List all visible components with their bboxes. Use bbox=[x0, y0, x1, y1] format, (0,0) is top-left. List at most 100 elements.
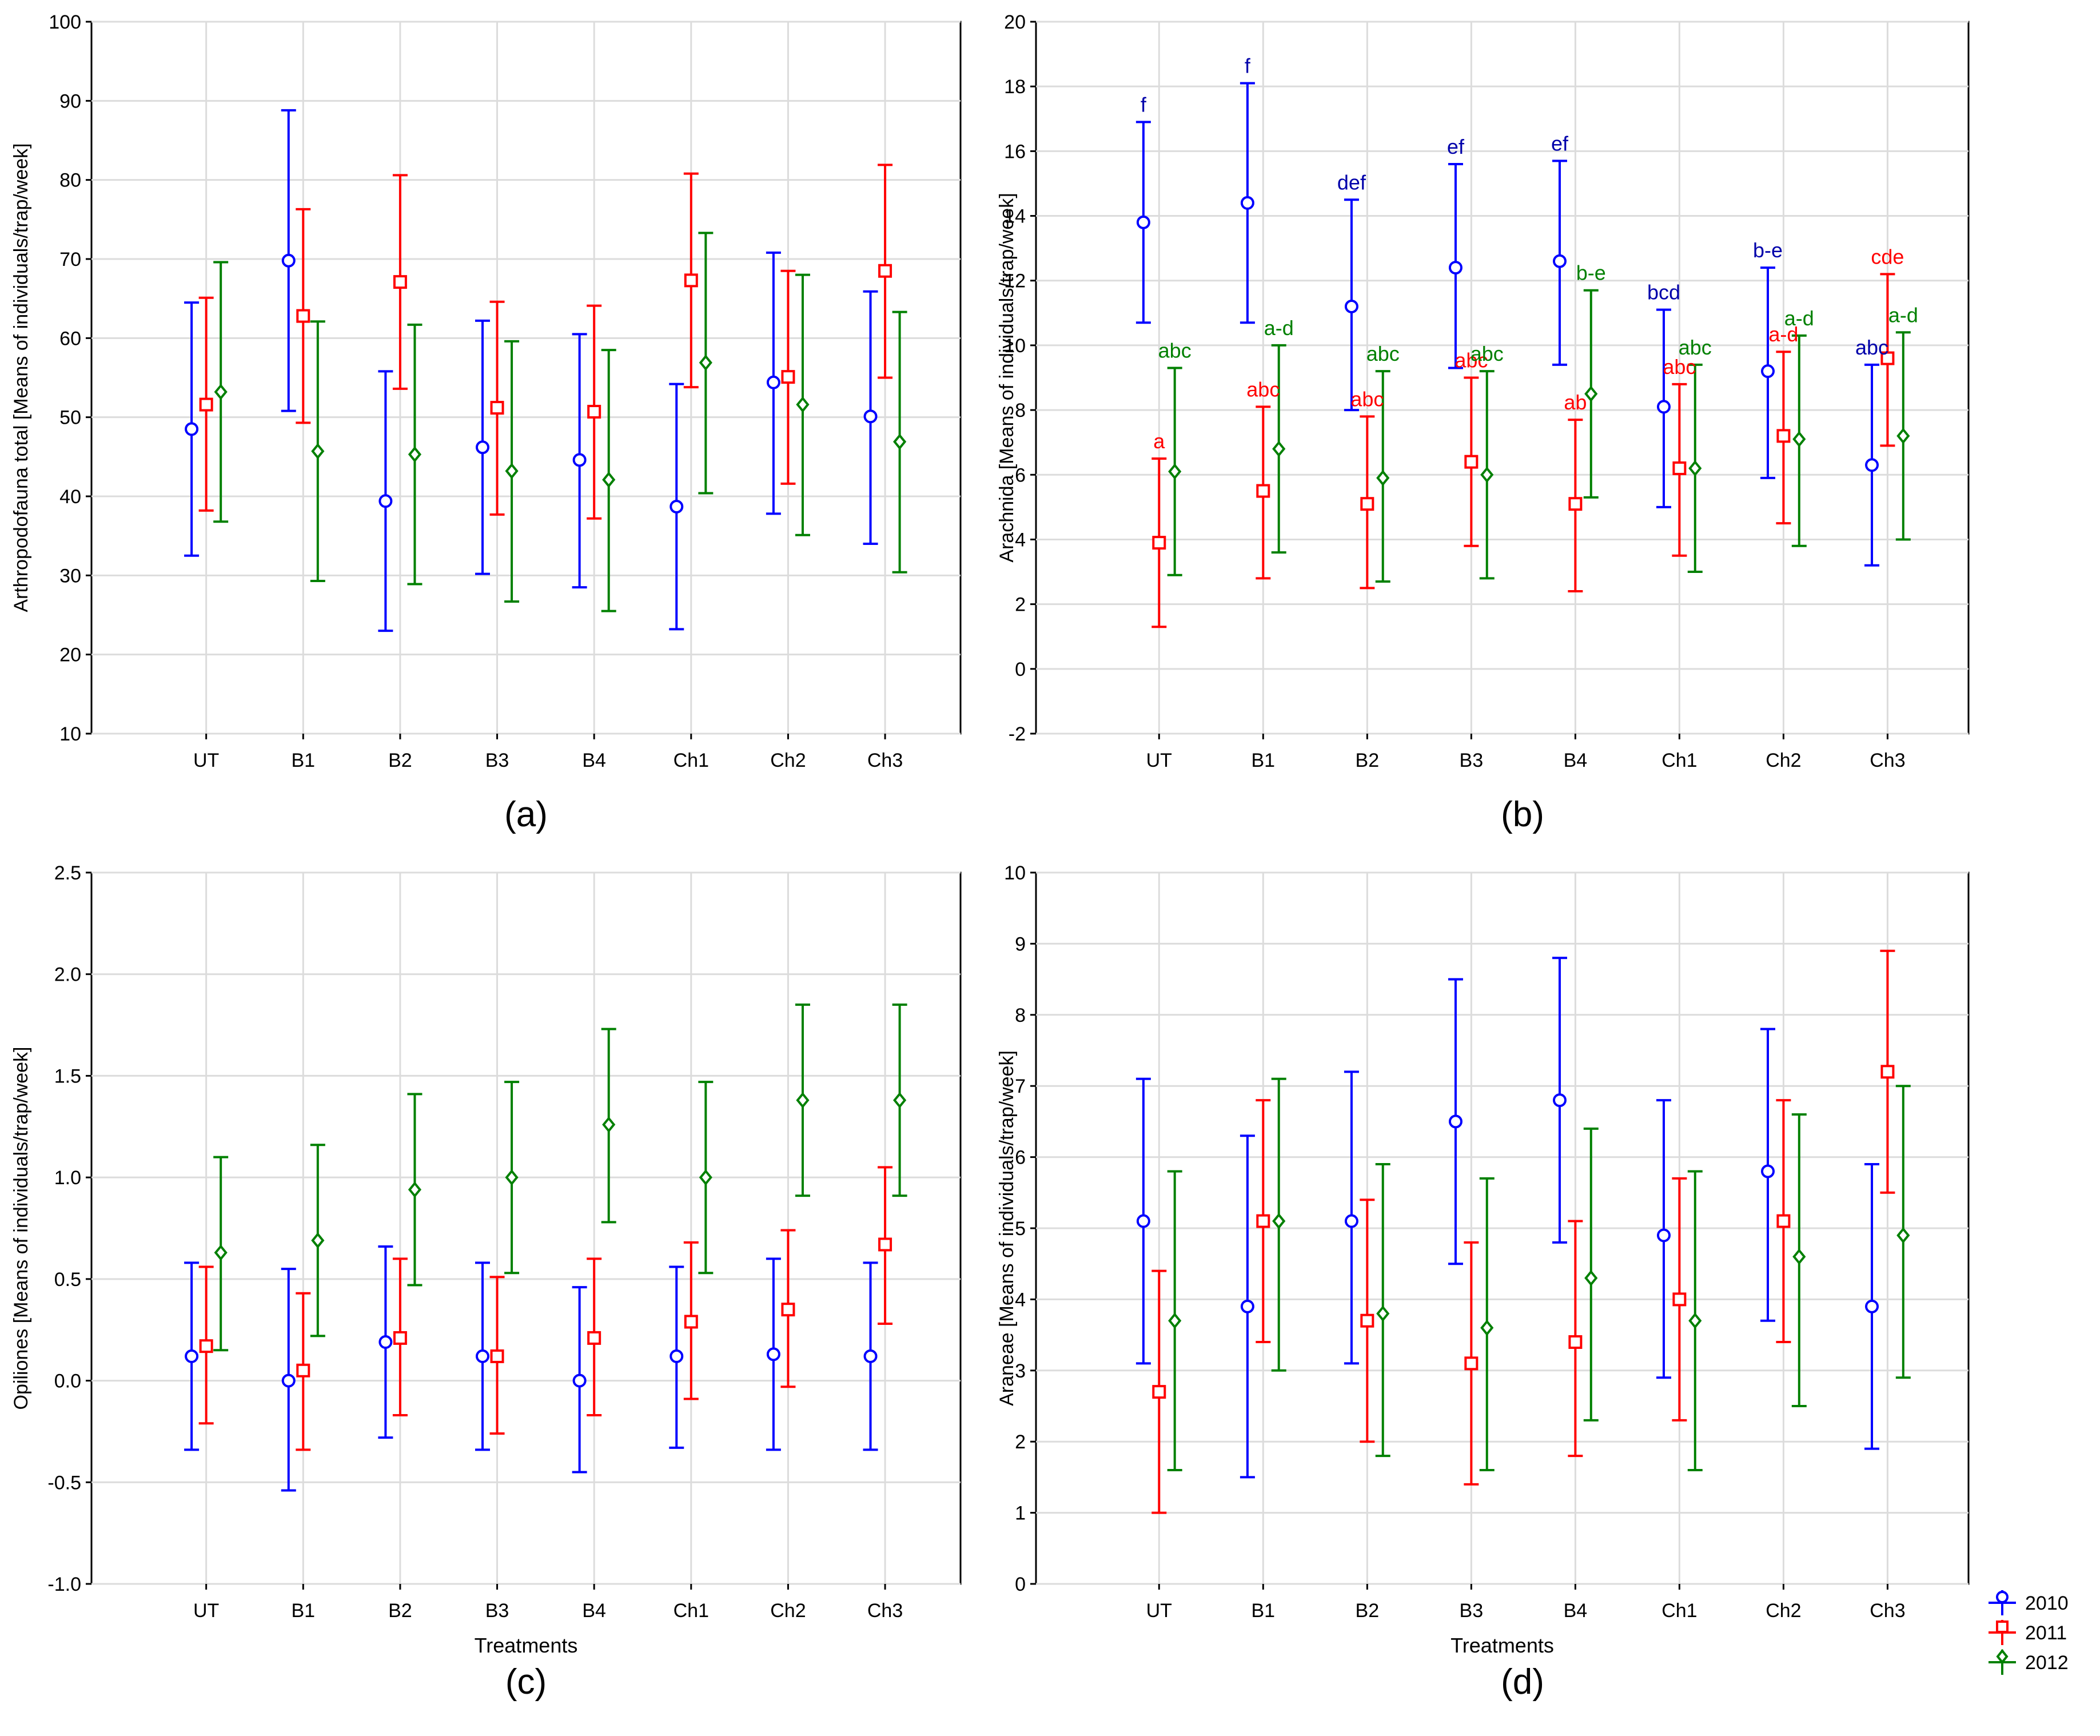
mean-point bbox=[505, 463, 519, 479]
error-bar-2010-b1 bbox=[281, 1268, 296, 1492]
mean-point bbox=[185, 422, 199, 436]
error-bar-2011-b4 bbox=[1568, 1220, 1583, 1458]
mean-point bbox=[1360, 1313, 1374, 1328]
mean-point bbox=[281, 1373, 296, 1388]
mean-point bbox=[670, 499, 684, 513]
x-axis-label: Treatments bbox=[1451, 1634, 1554, 1657]
y-tick-label: 6 bbox=[1015, 464, 1026, 486]
error-bar-2012-ch3 bbox=[1895, 331, 1911, 541]
y-tick-label: 10 bbox=[1004, 335, 1026, 357]
y-tick-label: 4 bbox=[1015, 529, 1026, 551]
error-bar-2010-b3 bbox=[475, 1261, 490, 1451]
y-tick-label: 2 bbox=[1015, 1431, 1026, 1453]
mean-point bbox=[1865, 1299, 1879, 1313]
mean-point bbox=[1584, 385, 1598, 402]
error-bar-2010-ut bbox=[1135, 121, 1151, 324]
error-bar-2010-b3 bbox=[475, 319, 490, 575]
plot-area-frame bbox=[90, 21, 962, 735]
legend-marker bbox=[1996, 1649, 2009, 1665]
mean-point bbox=[1376, 469, 1390, 487]
error-bar-2011-b2 bbox=[1360, 415, 1375, 590]
x-tick-label: B1 bbox=[291, 1600, 315, 1622]
panel-label: (a) bbox=[504, 795, 548, 834]
annotation-2010-ut: f bbox=[1141, 93, 1147, 116]
error-bar-2012-ch1 bbox=[1687, 363, 1703, 574]
annotation-2011-ch1: abc bbox=[1663, 355, 1696, 379]
error-bar-2010-ch1 bbox=[1656, 1099, 1671, 1379]
x-axis-label: Treatments bbox=[475, 1634, 578, 1657]
y-tick-label: 18 bbox=[1004, 76, 1026, 98]
mean-point bbox=[1656, 1228, 1671, 1243]
x-tick-label: B2 bbox=[388, 750, 412, 771]
y-tick-label: -1.0 bbox=[47, 1574, 81, 1595]
annotation-2011-b3: abc bbox=[1455, 349, 1488, 372]
x-tick-label: B1 bbox=[1252, 750, 1276, 771]
mean-point bbox=[1552, 1093, 1567, 1108]
mean-point bbox=[378, 494, 393, 508]
error-bar-2011-b2 bbox=[392, 1257, 408, 1416]
error-bar-2012-b2 bbox=[1375, 1163, 1390, 1458]
plot-area-frame bbox=[1035, 21, 1970, 735]
error-bar-2012-b1 bbox=[1271, 1077, 1286, 1372]
x-tick-label: Ch2 bbox=[1766, 1600, 1801, 1622]
error-bar-2010-b2 bbox=[378, 370, 393, 632]
mean-point bbox=[1272, 440, 1286, 457]
error-bar-2011-ch3 bbox=[878, 1166, 893, 1325]
x-tick-label: B3 bbox=[485, 1600, 509, 1622]
mean-point bbox=[878, 1237, 892, 1252]
mean-point bbox=[1776, 1214, 1791, 1228]
y-tick-label: 1.5 bbox=[54, 1065, 81, 1087]
mean-point bbox=[1256, 1214, 1270, 1228]
x-tick-label: UT bbox=[1146, 1600, 1172, 1622]
error-bar-2011-ch1 bbox=[683, 172, 699, 389]
error-bar-2011-b4 bbox=[587, 304, 602, 520]
error-bar-2011-ch2 bbox=[780, 269, 796, 485]
y-axis-label: Arthropodofauna total [Means of individu… bbox=[10, 143, 32, 612]
y-tick-label: 2.5 bbox=[54, 862, 81, 884]
error-bar-2011-b3 bbox=[489, 1276, 505, 1435]
mean-point bbox=[1344, 300, 1358, 313]
x-tick-label: B2 bbox=[1356, 1600, 1380, 1622]
error-bar-2012-b3 bbox=[1479, 370, 1495, 580]
error-bar-2011-b1 bbox=[1256, 1099, 1271, 1344]
mean-point bbox=[572, 1373, 587, 1388]
mean-point bbox=[1360, 497, 1374, 511]
annotation-2011-b2: abc bbox=[1350, 387, 1384, 411]
error-bar-2012-b4 bbox=[601, 1028, 616, 1224]
y-tick-label: -2 bbox=[1009, 723, 1026, 745]
mean-point bbox=[1256, 484, 1270, 498]
mean-point bbox=[863, 409, 878, 424]
y-tick-label: 6 bbox=[1015, 1147, 1026, 1169]
mean-point bbox=[587, 1331, 601, 1345]
mean-point bbox=[1240, 196, 1254, 210]
error-bar-2010-b4 bbox=[1552, 957, 1567, 1244]
mean-point bbox=[1865, 458, 1879, 472]
y-axis-label: Arachnida [Means of individuals/trap/wee… bbox=[996, 193, 1018, 562]
x-tick-label: B4 bbox=[1564, 1600, 1588, 1622]
error-bar-2010-ch1 bbox=[1656, 308, 1671, 508]
y-tick-label: 40 bbox=[59, 486, 81, 508]
error-bar-2012-b2 bbox=[407, 323, 423, 586]
x-tick-label: B1 bbox=[1252, 1600, 1276, 1622]
annotation-2012-ut: abc bbox=[1158, 339, 1192, 363]
mean-point bbox=[1656, 400, 1671, 414]
mean-point bbox=[1152, 1385, 1166, 1399]
mean-point bbox=[296, 309, 310, 323]
x-tick-label: Ch1 bbox=[674, 750, 709, 771]
annotation-2010-b4: ef bbox=[1551, 132, 1569, 155]
mean-point bbox=[281, 253, 296, 268]
y-tick-label: 8 bbox=[1015, 1005, 1026, 1026]
annotation-2011-ch3: cde bbox=[1871, 245, 1904, 268]
error-bar-2010-b4 bbox=[572, 1286, 587, 1474]
legend-item-2012: 2012 bbox=[1989, 1649, 2069, 1675]
panel-d: 0 1 2 3 4 5 6 7 8 9 10 UT B1 B2 B3 B4 Ch1 Ch2 Ch3 Araneae… bbox=[996, 862, 1970, 1702]
error-bar-2012-b3 bbox=[504, 1081, 520, 1275]
mean-point bbox=[408, 446, 422, 463]
mean-point bbox=[1672, 461, 1687, 475]
mean-point bbox=[766, 1347, 780, 1361]
error-bar-2012-ch1 bbox=[698, 1081, 714, 1275]
error-bar-2012-ch2 bbox=[795, 273, 810, 536]
mean-point bbox=[199, 397, 213, 412]
error-bar-2011-b3 bbox=[489, 300, 505, 516]
